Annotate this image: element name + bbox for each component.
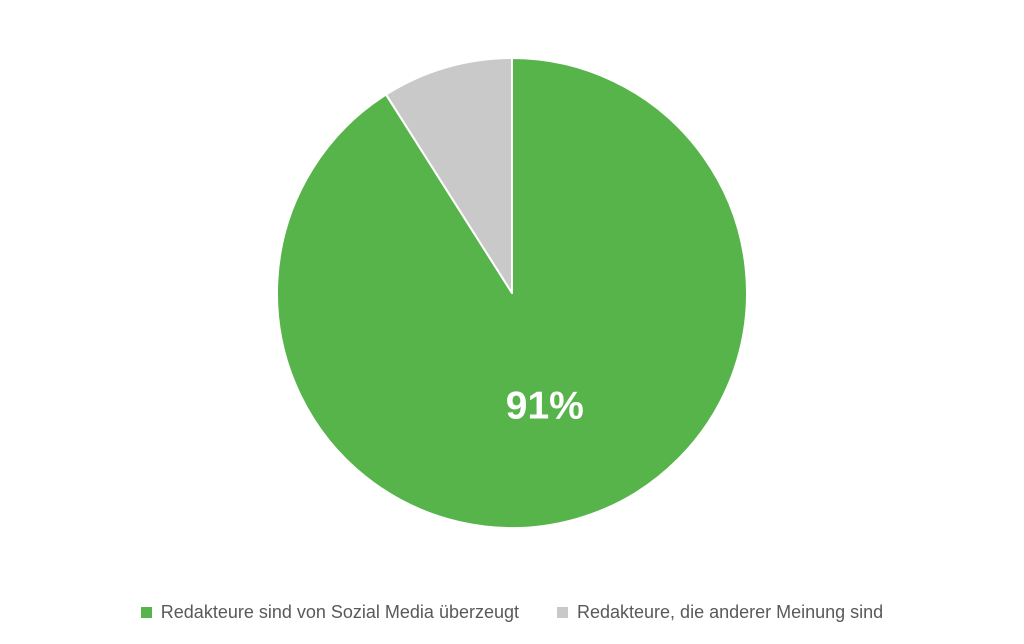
- legend-item-overzeugt: Redakteure sind von Sozial Media überzeu…: [140, 601, 519, 623]
- legend-marker-gray-icon: [557, 606, 568, 618]
- legend-marker-green-icon: [140, 606, 152, 618]
- legend-label-anderer-meinung: Redakteure, die anderer Meinung sind: [577, 602, 884, 622]
- pie-data-label: 91%: [506, 384, 584, 427]
- legend-item-anderer-meinung: Redakteure, die anderer Meinung sind: [557, 601, 883, 623]
- chart-legend: Redakteure sind von Sozial Media überzeu…: [0, 601, 1024, 623]
- pie-slice-1: [385, 57, 513, 294]
- legend-label-overzeugt: Redakteure sind von Sozial Media überzeu…: [160, 602, 519, 622]
